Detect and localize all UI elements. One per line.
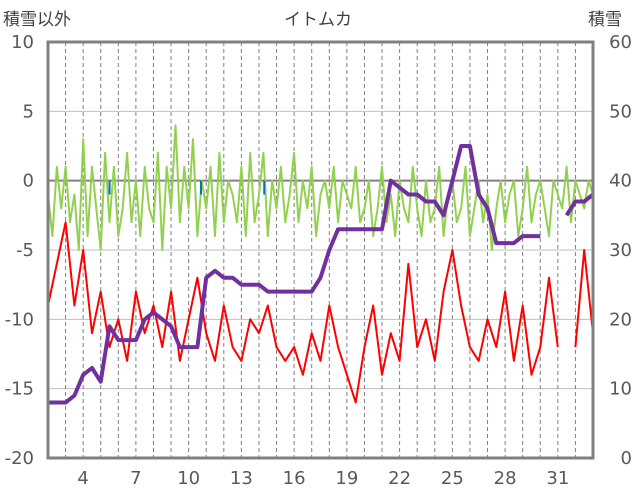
y-right-tick-label: 0 bbox=[621, 448, 632, 469]
y-left-tick-label: 0 bbox=[23, 171, 34, 192]
y-right-tick-label: 20 bbox=[609, 309, 632, 330]
x-tick-label: 19 bbox=[335, 468, 358, 489]
y-right-ticks: 60 50 40 30 20 10 0 bbox=[609, 32, 632, 469]
grid bbox=[47, 42, 594, 458]
y-left-tick-label: 10 bbox=[11, 32, 34, 53]
y-right-tick-label: 10 bbox=[609, 379, 632, 400]
snow-depth-line bbox=[48, 144, 541, 405]
x-ticks: 4 7 10 13 16 19 22 25 28 31 bbox=[77, 468, 569, 489]
x-tick-label: 16 bbox=[283, 468, 306, 489]
y-left-tick-label: -5 bbox=[16, 240, 34, 261]
y-left-tick-label: 5 bbox=[23, 101, 34, 122]
y-right-tick-label: 60 bbox=[609, 32, 632, 53]
x-tick-label: 31 bbox=[546, 468, 569, 489]
x-tick-label: 4 bbox=[77, 468, 88, 489]
y-right-tick-label: 40 bbox=[609, 171, 632, 192]
chart-title: イトムカ bbox=[284, 10, 352, 30]
x-tick-label: 28 bbox=[494, 468, 517, 489]
x-tick-label: 25 bbox=[441, 468, 464, 489]
snow-depth-line bbox=[564, 192, 595, 217]
x-tick-label: 7 bbox=[130, 468, 141, 489]
y-right-tick-label: 50 bbox=[609, 101, 632, 122]
y-left-ticks: 10 5 0 -5 -10 -15 -20 bbox=[5, 32, 34, 469]
temperature-line bbox=[574, 249, 594, 348]
plot-frame bbox=[46, 40, 595, 460]
y-right-tick-label: 30 bbox=[609, 240, 632, 261]
y-right-title: 積雪 bbox=[588, 10, 622, 30]
series-layer bbox=[47, 124, 595, 405]
y-left-tick-label: -20 bbox=[5, 448, 34, 469]
x-tick-label: 22 bbox=[388, 468, 411, 489]
y-left-title: 積雪以外 bbox=[3, 10, 71, 30]
y-left-tick-label: -10 bbox=[5, 309, 34, 330]
x-tick-label: 13 bbox=[230, 468, 253, 489]
precipitation-line bbox=[47, 124, 594, 251]
temperature-line bbox=[47, 221, 559, 404]
y-left-tick-label: -15 bbox=[5, 379, 34, 400]
x-tick-label: 10 bbox=[177, 468, 200, 489]
